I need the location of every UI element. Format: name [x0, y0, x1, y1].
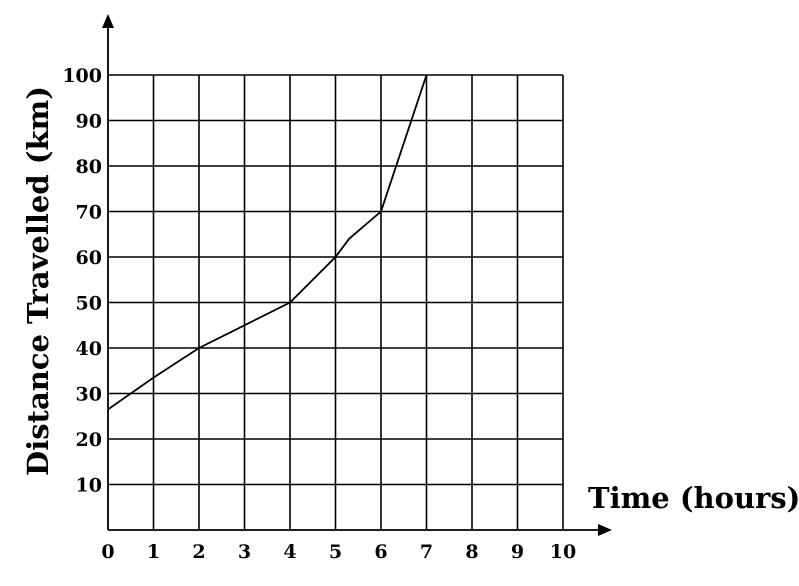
x-tick-label: 1 — [147, 541, 160, 563]
y-axis-title: Distance Travelled (km) — [21, 86, 55, 476]
x-tick-label: 10 — [550, 541, 576, 563]
y-tick-label: 10 — [76, 475, 102, 497]
x-tick-label: 9 — [511, 541, 524, 563]
axes — [102, 14, 612, 536]
y-tick-label: 70 — [76, 202, 102, 224]
y-tick-label: 100 — [62, 65, 102, 87]
x-tick-label: 5 — [329, 541, 342, 563]
y-axis-arrowhead — [102, 14, 114, 28]
x-tick-label: 7 — [420, 541, 433, 563]
x-axis-title: Time (hours) — [588, 481, 799, 515]
x-tick-label: 6 — [374, 541, 387, 563]
x-tick-label: 8 — [465, 541, 478, 563]
x-tick-label: 3 — [238, 541, 251, 563]
series-line — [107, 74, 428, 411]
x-tick-label: 4 — [283, 541, 296, 563]
x-tick-label: 2 — [192, 541, 205, 563]
x-tick-labels: 0 1 2 3 4 5 6 7 8 9 10 — [101, 541, 576, 563]
grid — [108, 74, 564, 530]
x-tick-label: 0 — [101, 541, 114, 563]
series — [107, 74, 428, 411]
y-tick-label: 90 — [76, 111, 102, 133]
y-tick-labels: 10 20 30 40 50 60 70 80 90 100 — [62, 65, 102, 497]
x-axis-arrowhead — [598, 524, 612, 536]
y-tick-label: 20 — [76, 429, 102, 451]
y-tick-label: 50 — [76, 293, 102, 315]
y-tick-label: 60 — [76, 247, 102, 269]
y-tick-label: 40 — [76, 338, 102, 360]
y-tick-label: 80 — [76, 156, 102, 178]
y-tick-label: 30 — [76, 384, 102, 406]
